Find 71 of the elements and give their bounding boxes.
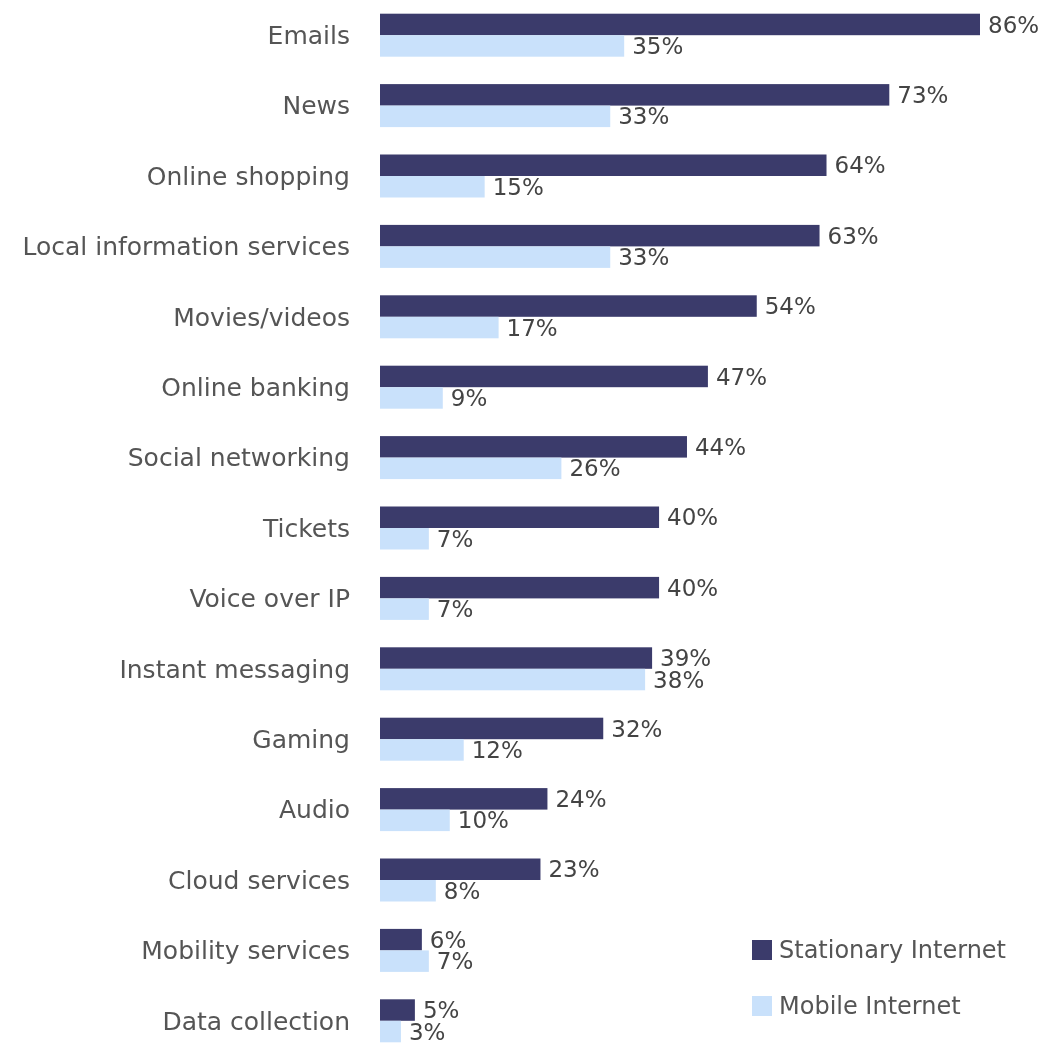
- data-label: 23%: [548, 856, 600, 883]
- bar: [380, 739, 464, 761]
- data-label: 7%: [436, 525, 474, 552]
- data-label: 40%: [667, 504, 719, 531]
- data-label: 15%: [492, 173, 544, 200]
- y-tick-label: Data collection: [162, 1006, 350, 1036]
- data-label: 10%: [457, 807, 509, 834]
- y-tick-label: Online banking: [161, 372, 350, 402]
- legend-label: Stationary Internet: [779, 936, 1007, 965]
- bar: [380, 647, 653, 669]
- bar: [380, 365, 708, 388]
- data-label: 86%: [988, 11, 1040, 38]
- bar: [380, 1020, 401, 1043]
- data-label: 33%: [618, 244, 670, 271]
- bar: [380, 105, 611, 128]
- y-tick-label: Movies/videos: [173, 302, 350, 332]
- bar: [380, 598, 429, 620]
- data-label: 9%: [450, 385, 488, 411]
- bar: [380, 928, 422, 951]
- bar: [380, 387, 443, 409]
- data-label: 63%: [827, 222, 879, 249]
- y-tick-label: Instant messaging: [119, 654, 350, 684]
- data-label: 33%: [618, 103, 670, 130]
- y-tick-label: Online shopping: [146, 161, 350, 191]
- data-label: 47%: [715, 363, 768, 390]
- data-label: 44%: [694, 433, 747, 460]
- y-tick-label: Audio: [278, 795, 350, 825]
- bar: [380, 809, 450, 832]
- y-tick-label: Voice over IP: [189, 584, 350, 614]
- y-tick-label: Tickets: [262, 513, 350, 543]
- bar: [380, 436, 687, 458]
- data-label: 54%: [764, 293, 816, 320]
- y-tick-label: Local information services: [22, 232, 350, 262]
- data-label: 12%: [471, 737, 523, 763]
- data-label: 40%: [667, 574, 719, 601]
- data-label: 73%: [897, 81, 949, 108]
- bar: [380, 457, 562, 480]
- data-label: 8%: [443, 877, 481, 904]
- bar: [380, 858, 541, 880]
- bar: [380, 668, 646, 691]
- y-tick-label: Emails: [267, 20, 350, 50]
- bar: [380, 176, 485, 198]
- data-label: 17%: [506, 314, 558, 341]
- y-tick-label: Mobility services: [141, 936, 350, 966]
- legend-label: Mobile Internet: [779, 992, 961, 1021]
- bar: [380, 246, 611, 268]
- data-label: 64%: [834, 152, 886, 179]
- y-tick-label: Cloud services: [168, 865, 350, 895]
- bar: [380, 717, 604, 740]
- bar: [380, 224, 820, 247]
- data-label: 35%: [632, 33, 684, 59]
- data-label: 24%: [555, 785, 607, 812]
- bar: [380, 506, 660, 528]
- y-tick-label: Social networking: [127, 443, 350, 473]
- bar: [380, 999, 415, 1021]
- bar: [380, 35, 625, 57]
- data-label: 26%: [569, 455, 621, 482]
- bar: [380, 950, 429, 972]
- bar: [380, 316, 499, 339]
- data-label: 32%: [611, 715, 663, 742]
- y-tick-label: News: [282, 91, 350, 121]
- bar: [380, 13, 980, 36]
- bar: [380, 880, 436, 902]
- bar: [380, 528, 429, 550]
- bar: [380, 788, 548, 810]
- y-tick-label: Gaming: [252, 724, 350, 754]
- data-label: 7%: [436, 596, 474, 623]
- bar: [380, 154, 827, 176]
- bar: [380, 84, 890, 106]
- bar: [380, 295, 757, 317]
- bar: [380, 576, 660, 599]
